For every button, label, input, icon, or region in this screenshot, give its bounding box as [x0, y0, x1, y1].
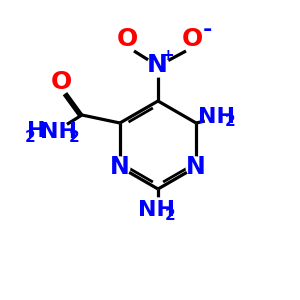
Text: NH: NH: [137, 200, 175, 220]
Text: 2: 2: [225, 113, 236, 128]
Text: H: H: [27, 121, 45, 141]
Text: O: O: [116, 27, 138, 51]
Text: -: -: [202, 20, 212, 40]
Circle shape: [147, 55, 169, 77]
Text: NH: NH: [198, 107, 235, 127]
Circle shape: [205, 105, 231, 131]
Text: NH: NH: [40, 122, 77, 142]
Circle shape: [145, 198, 171, 224]
Text: O: O: [182, 27, 203, 51]
Text: +: +: [162, 49, 174, 64]
Circle shape: [110, 157, 130, 177]
Text: O: O: [50, 70, 71, 94]
Text: N: N: [110, 155, 130, 179]
Text: N: N: [186, 155, 206, 179]
Circle shape: [186, 157, 206, 177]
Text: 2: 2: [25, 130, 35, 146]
Text: 2: 2: [165, 208, 176, 223]
Text: 2: 2: [68, 130, 79, 146]
Text: N: N: [147, 53, 167, 77]
Circle shape: [39, 118, 69, 148]
